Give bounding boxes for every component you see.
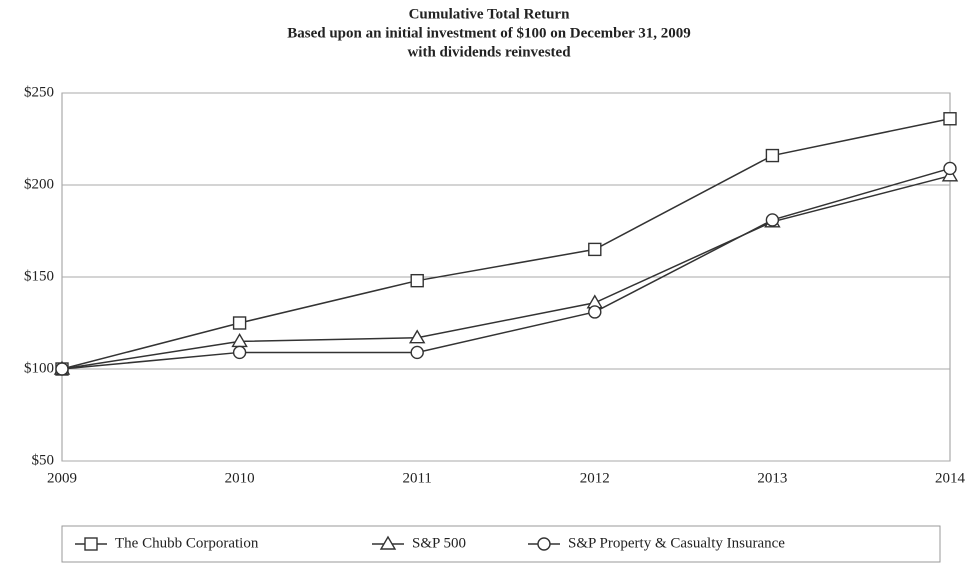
y-tick-label: $100 — [24, 360, 54, 376]
x-tick-label: 2014 — [935, 470, 966, 486]
legend-marker — [537, 537, 551, 551]
y-tick-label: $250 — [24, 84, 54, 100]
series-line — [61, 167, 951, 370]
y-tick-label: $150 — [24, 268, 54, 284]
legend-label: S&P 500 — [412, 535, 466, 551]
point-marker — [943, 161, 957, 176]
point-marker — [232, 345, 247, 360]
chart-title: Cumulative Total Return — [409, 6, 571, 22]
point-marker — [765, 148, 780, 163]
x-tick-label: 2010 — [225, 470, 255, 486]
point-marker — [408, 329, 426, 344]
legend-marker — [84, 537, 98, 551]
chart-subtitle: with dividends reinvested — [407, 44, 571, 60]
point-marker — [588, 242, 602, 257]
point-marker — [55, 362, 69, 376]
y-tick-label: $200 — [24, 176, 54, 192]
x-tick-label: 2011 — [402, 470, 431, 486]
x-tick-label: 2009 — [47, 470, 77, 486]
point-marker — [410, 273, 424, 288]
legend-box — [61, 525, 941, 563]
point-marker — [231, 333, 248, 348]
legend-marker — [379, 535, 397, 550]
series-line — [61, 118, 951, 370]
y-tick-label: $50 — [32, 452, 55, 468]
legend-label: S&P Property & Casualty Insurance — [568, 535, 785, 551]
point-marker — [943, 112, 957, 126]
x-tick-label: 2013 — [757, 470, 787, 486]
point-marker — [765, 213, 780, 227]
point-marker — [232, 316, 247, 330]
x-tick-label: 2012 — [580, 470, 610, 486]
point-marker — [588, 305, 602, 319]
series-line — [61, 175, 951, 370]
chart-subtitle: Based upon an initial investment of $100… — [287, 25, 690, 41]
legend-label: The Chubb Corporation — [115, 535, 259, 551]
point-marker — [410, 345, 424, 360]
